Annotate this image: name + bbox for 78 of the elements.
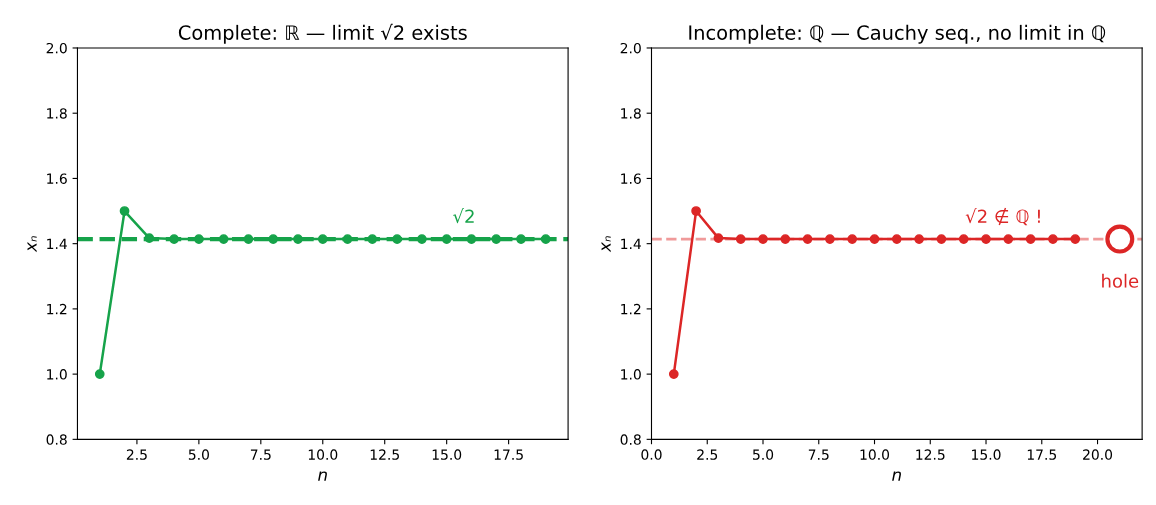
y-tick-label: 2.0 [46, 42, 67, 54]
point [417, 234, 427, 244]
x-tick-label: 10.0 [308, 449, 338, 460]
annotation: √2 [453, 208, 474, 224]
point [516, 234, 526, 244]
point [169, 234, 179, 244]
point [293, 234, 303, 244]
x-axis-title: n [892, 471, 901, 481]
point [491, 234, 502, 244]
chart-title: Complete: ℝ — limit √2 exists [178, 23, 467, 44]
point [1105, 224, 1135, 254]
y-tick-label: 1.6 [47, 173, 67, 184]
point [144, 233, 155, 243]
x-tick-label: 7.5 [250, 449, 271, 460]
x-tick-label: 17.5 [1027, 449, 1057, 460]
x-tick-label: 17.5 [494, 449, 523, 460]
y-tick-label: 1.0 [621, 369, 641, 380]
x-tick-label: 7.5 [808, 449, 829, 460]
x-tick-label: 15.0 [432, 449, 462, 460]
point [94, 369, 105, 379]
y-axis-title: xₙ [27, 236, 37, 253]
point [758, 234, 768, 244]
point [466, 234, 477, 244]
x-tick-label: 2.5 [697, 449, 718, 460]
y-tick-label: 1.2 [47, 303, 67, 315]
point [847, 234, 858, 244]
y-tick-label: 1.2 [621, 303, 641, 315]
x-axis-title: n [318, 471, 327, 481]
x-tick-label: 10.0 [860, 449, 890, 460]
point [1070, 234, 1081, 244]
point [243, 234, 254, 244]
point [780, 234, 791, 244]
annotation: √2 ∉ ℚ ! [965, 207, 1040, 226]
point [367, 234, 378, 244]
y-tick-label: 1.4 [47, 238, 67, 249]
x-tick-label: 0.0 [641, 449, 662, 460]
x-tick-label: 15.0 [972, 449, 1001, 460]
y-tick-label: 1.8 [47, 108, 67, 119]
x-tick-label: 20.0 [1083, 449, 1113, 460]
x-tick-label: 2.5 [126, 449, 147, 460]
point [1003, 234, 1014, 244]
point [936, 234, 947, 244]
annotation: hole [1102, 273, 1139, 288]
point [914, 234, 924, 244]
point [194, 234, 204, 244]
point [891, 234, 902, 244]
point [218, 234, 229, 244]
point [1048, 234, 1058, 244]
point [119, 206, 130, 216]
point [825, 234, 835, 244]
point [441, 234, 452, 244]
chart-title: Incomplete: ℚ — Cauchy seq., no limit in ℚ [689, 24, 1106, 44]
y-tick-label: 0.8 [620, 434, 641, 445]
point [713, 233, 724, 243]
point [802, 234, 813, 244]
x-tick-label: 12.5 [916, 449, 945, 460]
x-tick-label: 12.5 [370, 449, 399, 460]
point [268, 234, 279, 244]
point [735, 234, 746, 244]
point [958, 234, 969, 244]
point [317, 234, 328, 244]
point [342, 234, 353, 244]
point [869, 234, 880, 244]
point [668, 369, 679, 379]
y-tick-label: 1.6 [621, 173, 641, 184]
y-tick-label: 0.8 [46, 434, 67, 445]
y-tick-label: 1.4 [621, 238, 641, 249]
point [981, 234, 991, 244]
point [1025, 234, 1036, 244]
y-tick-label: 1.8 [621, 108, 641, 119]
y-tick-label: 2.0 [620, 42, 641, 54]
y-axis-title: xₙ [601, 236, 611, 253]
y-tick-label: 1.0 [47, 369, 67, 380]
x-tick-label: 5.0 [188, 449, 209, 460]
point [691, 206, 701, 216]
point [392, 234, 402, 244]
x-tick-label: 5.0 [753, 449, 774, 460]
point [540, 234, 551, 244]
